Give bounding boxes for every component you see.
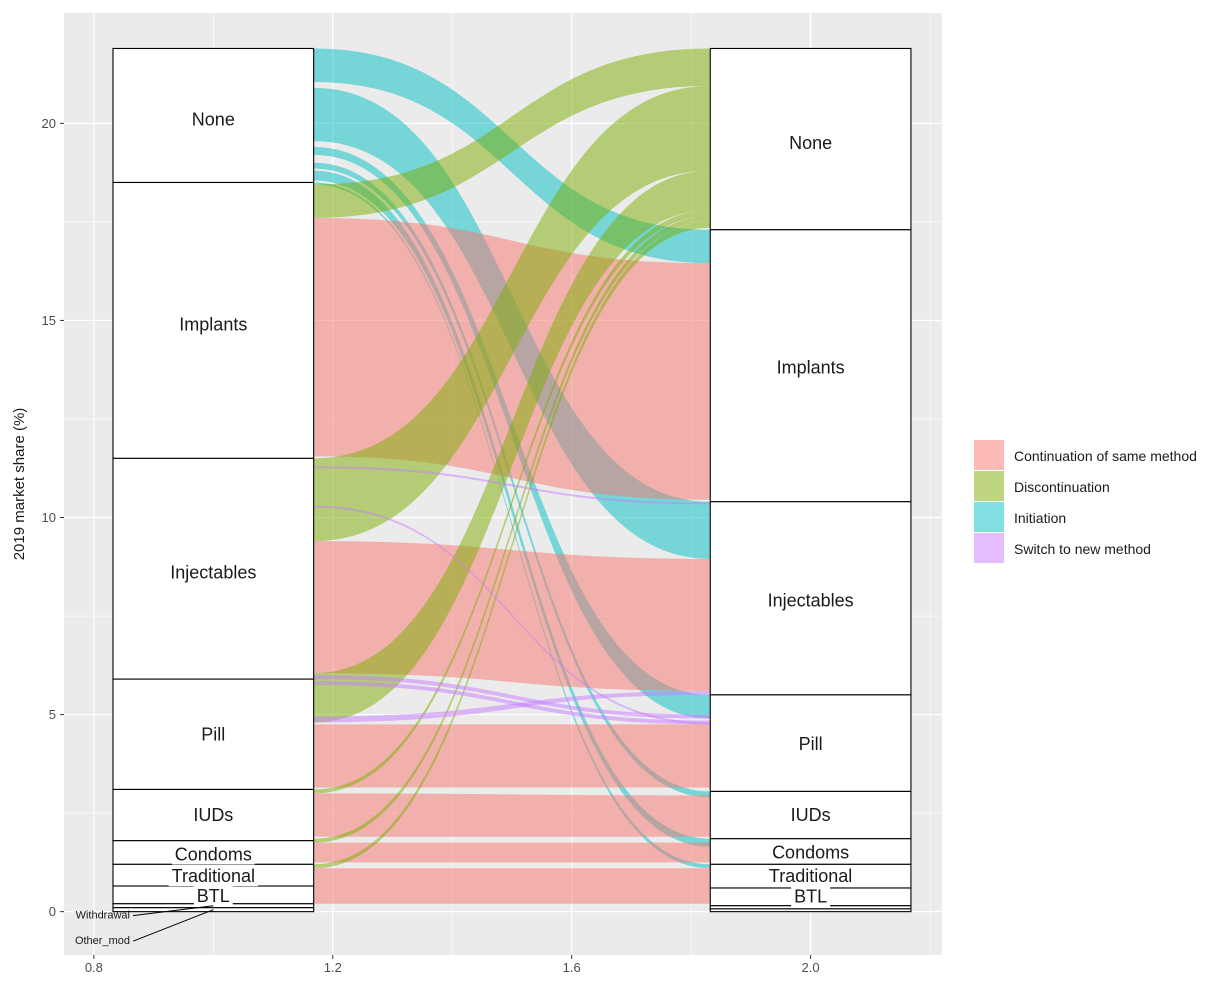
stratum-label-bg — [773, 357, 848, 378]
legend-key — [974, 471, 1004, 501]
stratum-label-bg — [198, 724, 229, 745]
stratum-label-left: Injectables — [170, 563, 256, 583]
y-tick-label: 15 — [42, 313, 56, 328]
y-tick-label: 0 — [49, 904, 56, 919]
stratum-label-bg — [171, 844, 255, 865]
legend-label: Continuation of same method — [1014, 448, 1197, 464]
callout-leader — [132, 905, 214, 917]
axes: 0 5 10 15 20 0.8 1.2 1.6 2.0 — [42, 116, 820, 975]
stratum-label-left: Pill — [201, 724, 225, 744]
x-tick-label: 1.6 — [563, 960, 581, 975]
stratum-label-left: Condoms — [175, 844, 252, 864]
stratum-label-bg — [795, 734, 826, 755]
legend-key — [974, 440, 1004, 470]
strata: NoneImplantsInjectablesPillIUDsCondomsTr… — [112, 47, 912, 913]
stratum-label-bg — [765, 866, 856, 887]
stratum-label-left: Traditional — [172, 866, 255, 886]
stratum-label-bg — [168, 866, 259, 887]
legend-key — [974, 502, 1004, 532]
flow-initiation — [313, 170, 711, 847]
stratum-label-right: IUDs — [791, 805, 831, 825]
stratum-label-bg — [193, 885, 233, 906]
stratum-label-right: Condoms — [772, 843, 849, 863]
stratum-label-bg — [769, 842, 853, 863]
stratum-right — [709, 908, 912, 913]
stratum-label-left: BTL — [197, 886, 230, 906]
flows — [313, 48, 711, 904]
flow-switch-to-new-method — [313, 681, 711, 725]
stratum-label-right: Traditional — [769, 866, 852, 886]
callout-leader — [132, 909, 214, 942]
stratum-label-bg — [764, 590, 857, 611]
stratum-label-bg — [167, 562, 260, 583]
stratum-label-right: BTL — [794, 887, 827, 907]
stratum-label-right: Pill — [799, 734, 823, 754]
legend-key — [974, 533, 1004, 563]
flow-switch-to-new-method — [313, 675, 711, 719]
stratum-label-bg — [190, 805, 237, 826]
flow-discontinuation — [313, 221, 711, 869]
x-tick-label: 2.0 — [802, 960, 820, 975]
flow-initiation — [313, 182, 711, 869]
y-tick-label: 10 — [42, 510, 56, 525]
flow-continuation-of-same-method — [313, 868, 711, 904]
y-tick-label: 20 — [42, 116, 56, 131]
flow-discontinuation — [313, 210, 711, 794]
legend-label: Discontinuation — [1014, 479, 1110, 495]
stratum-label-bg — [188, 109, 238, 130]
flow-continuation-of-same-method — [313, 842, 711, 863]
callout-label: Other_mod — [75, 935, 130, 947]
stratum-label-bg — [176, 314, 251, 335]
stratum-label-bg — [786, 133, 836, 154]
stratum-label-bg — [791, 886, 831, 907]
flow-discontinuation — [313, 170, 711, 723]
flow-discontinuation — [313, 215, 711, 843]
stratum-label-left: None — [192, 109, 235, 129]
x-tick-label: 1.2 — [324, 960, 342, 975]
x-tick-label: 0.8 — [85, 960, 103, 975]
flow-continuation-of-same-method — [313, 724, 711, 788]
flow-switch-to-new-method — [313, 466, 711, 505]
legend: Continuation of same method Discontinuati… — [974, 440, 1197, 563]
legend-label: Initiation — [1014, 510, 1066, 526]
stratum-label-right: None — [789, 133, 832, 153]
flow-continuation-of-same-method — [313, 793, 711, 837]
callout-label: Withdrawal — [76, 910, 130, 922]
flow-switch-to-new-method — [313, 505, 711, 725]
stratum-label-right: Injectables — [768, 590, 854, 610]
stratum-label-left: Implants — [179, 314, 247, 334]
y-axis-title: 2019 market share (%) — [11, 408, 28, 561]
y-tick-label: 5 — [49, 707, 56, 722]
flow-discontinuation — [313, 85, 711, 542]
flow-initiation — [313, 162, 711, 798]
stratum-label-right: Implants — [777, 358, 845, 378]
flow-initiation — [313, 48, 711, 264]
legend-label: Switch to new method — [1014, 541, 1151, 557]
stratum-label-bg — [787, 805, 834, 826]
stratum-label-left: IUDs — [193, 805, 233, 825]
callouts: Withdrawal Other_mod — [75, 905, 214, 947]
flow-switch-to-new-method — [313, 690, 711, 723]
flow-discontinuation — [313, 48, 711, 218]
